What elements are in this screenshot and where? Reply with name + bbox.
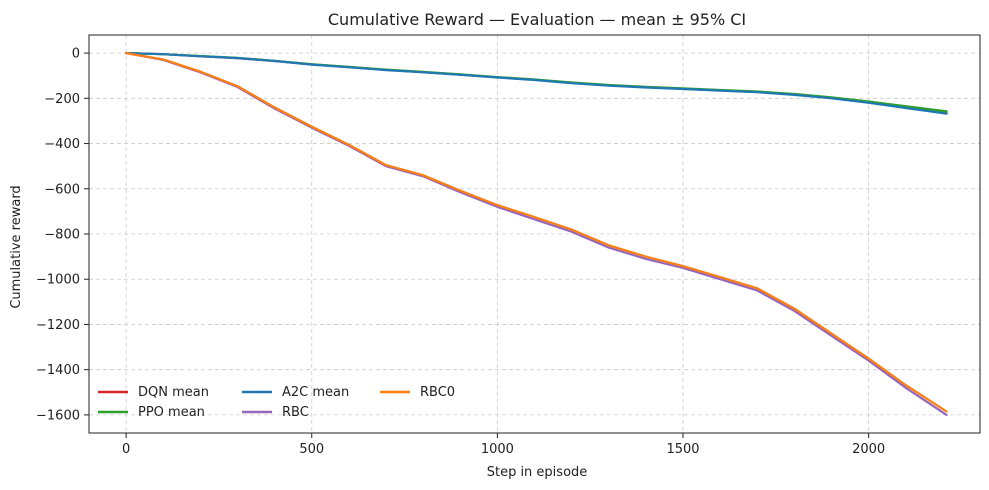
grid xyxy=(89,35,980,433)
y-tick-label: −1400 xyxy=(36,363,80,378)
y-axis-ticks: 0 −200 −400 −600 −800 −1000 −1200 −1400 −1600 xyxy=(36,47,89,423)
y-tick-label: −1000 xyxy=(36,273,80,288)
legend-label-rbc: RBC xyxy=(282,405,309,420)
x-axis-ticks: 0 500 1000 1500 2000 xyxy=(122,433,885,457)
y-tick-label: −1200 xyxy=(36,318,80,333)
y-tick-label: −200 xyxy=(44,92,80,107)
y-tick-label: −600 xyxy=(44,182,80,197)
y-tick-label: −1600 xyxy=(36,408,80,423)
legend-label-a2c-mean: A2C mean xyxy=(282,385,349,400)
y-tick-label: −800 xyxy=(44,228,80,243)
series-lines xyxy=(124,51,948,416)
y-tick-label: 0 xyxy=(72,47,80,62)
legend-label-dqn-mean: DQN mean xyxy=(138,385,209,400)
x-tick-label: 500 xyxy=(299,442,324,457)
x-axis-label: Step in episode xyxy=(487,465,588,480)
x-tick-label: 1000 xyxy=(481,442,514,457)
series-line-a2c-mean xyxy=(124,51,948,115)
series-line-rbc0 xyxy=(124,51,948,413)
x-tick-label: 1500 xyxy=(666,442,699,457)
legend-label-ppo-mean: PPO mean xyxy=(138,405,205,420)
x-tick-label: 2000 xyxy=(852,442,885,457)
y-tick-label: −400 xyxy=(44,137,80,152)
x-tick-label: 0 xyxy=(122,442,130,457)
legend: DQN mean PPO mean A2C mean RBC RBC0 xyxy=(98,385,455,420)
chart-title: Cumulative Reward — Evaluation — mean ± … xyxy=(328,10,746,29)
y-axis-label: Cumulative reward xyxy=(9,185,24,308)
legend-label-rbc0: RBC0 xyxy=(420,385,455,400)
